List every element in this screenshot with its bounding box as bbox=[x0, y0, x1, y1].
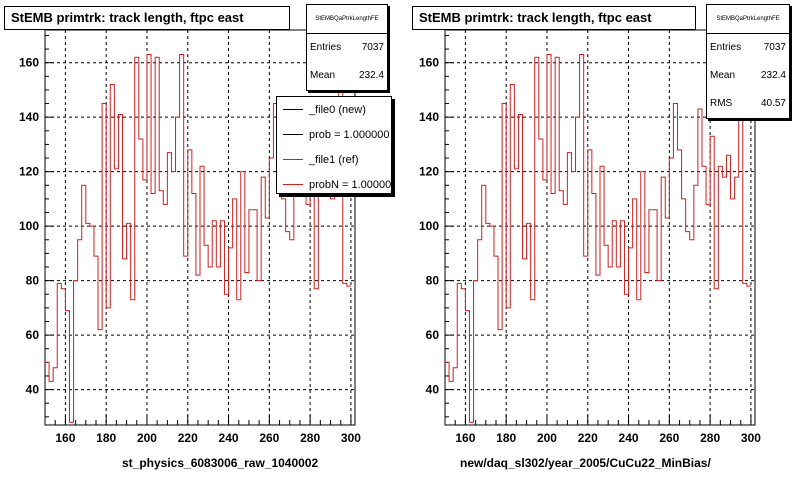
legend-item-file0: _file0 (new) bbox=[277, 97, 391, 122]
left-chart-title: StEMB primtrk: track length, ftpc east bbox=[4, 6, 290, 30]
left-y-tick-label: 60 bbox=[26, 328, 40, 342]
left-y-tick-label: 120 bbox=[19, 165, 39, 179]
left-x-tick-label: 240 bbox=[219, 431, 239, 445]
right-histogram-series bbox=[445, 54, 751, 423]
right-y-tick-label: 80 bbox=[426, 274, 440, 288]
left-y-tick-label: 100 bbox=[19, 219, 39, 233]
right-stats-box: StEMBQaPtrkLengthFE Entries 7037 Mean 232.… bbox=[706, 4, 790, 119]
left-x-tick-label: 160 bbox=[55, 431, 75, 445]
right-y-tick-label: 120 bbox=[419, 165, 439, 179]
legend-prob-line-icon bbox=[283, 134, 303, 135]
left-stats-box: StEMBQaPtrkLengthFE Entries 7037 Mean 232.… bbox=[306, 4, 388, 91]
left-x-tick-label: 220 bbox=[178, 431, 198, 445]
left-x-tick-label: 180 bbox=[96, 431, 116, 445]
legend-file0-line-icon bbox=[283, 109, 303, 110]
right-x-tick-label: 300 bbox=[741, 431, 761, 445]
right-x-tick-label: 160 bbox=[455, 431, 475, 445]
right-y-tick-label: 160 bbox=[419, 56, 439, 70]
right-x-tick-label: 180 bbox=[496, 431, 516, 445]
left-stats-mean: Mean 232.4 bbox=[310, 70, 384, 81]
right-x-tick-label: 220 bbox=[578, 431, 598, 445]
left-x-tick-label: 260 bbox=[259, 431, 279, 445]
right-y-tick-label: 140 bbox=[419, 110, 439, 124]
right-stats-name: StEMBQaPtrkLengthFE bbox=[707, 5, 789, 34]
right-y-tick-label: 60 bbox=[426, 328, 440, 342]
left-y-tick-label: 160 bbox=[19, 56, 39, 70]
legend-item-file1: _file1 (ref) bbox=[277, 147, 391, 172]
left-y-tick-label: 140 bbox=[19, 110, 39, 124]
legend-probn-line-icon bbox=[283, 184, 303, 185]
left-x-axis-label: st_physics_6083006_raw_1040002 bbox=[122, 456, 319, 470]
left-x-tick-label: 200 bbox=[137, 431, 157, 445]
right-stats-rms: RMS 40.57 bbox=[710, 98, 786, 109]
right-y-tick-label: 40 bbox=[426, 383, 440, 397]
right-x-axis-label: new/daq_sl302/year_2005/CuCu22_MinBias/ bbox=[460, 456, 711, 470]
left-y-tick-label: 40 bbox=[26, 383, 40, 397]
left-x-tick-label: 280 bbox=[300, 431, 320, 445]
left-y-tick-label: 80 bbox=[26, 274, 40, 288]
legend-item-probn: probN = 1.000000 bbox=[277, 172, 391, 193]
right-x-tick-label: 240 bbox=[619, 431, 639, 445]
right-x-tick-label: 260 bbox=[659, 431, 679, 445]
right-chart-title: StEMB primtrk: track length, ftpc east bbox=[412, 6, 696, 30]
legend-file1-line-icon bbox=[283, 159, 303, 160]
left-stats-name: StEMBQaPtrkLengthFE bbox=[307, 5, 387, 34]
right-stats-entries: Entries 7037 bbox=[710, 42, 786, 53]
right-x-tick-label: 280 bbox=[700, 431, 720, 445]
left-legend: _file0 (new) prob = 1.000000 _file1 (ref… bbox=[276, 96, 392, 194]
right-x-tick-label: 200 bbox=[537, 431, 557, 445]
left-stats-entries: Entries 7037 bbox=[310, 42, 384, 53]
right-y-tick-label: 100 bbox=[419, 219, 439, 233]
right-stats-mean: Mean 232.4 bbox=[710, 70, 786, 81]
legend-item-prob: prob = 1.000000 bbox=[277, 122, 391, 147]
left-x-tick-label: 300 bbox=[341, 431, 361, 445]
